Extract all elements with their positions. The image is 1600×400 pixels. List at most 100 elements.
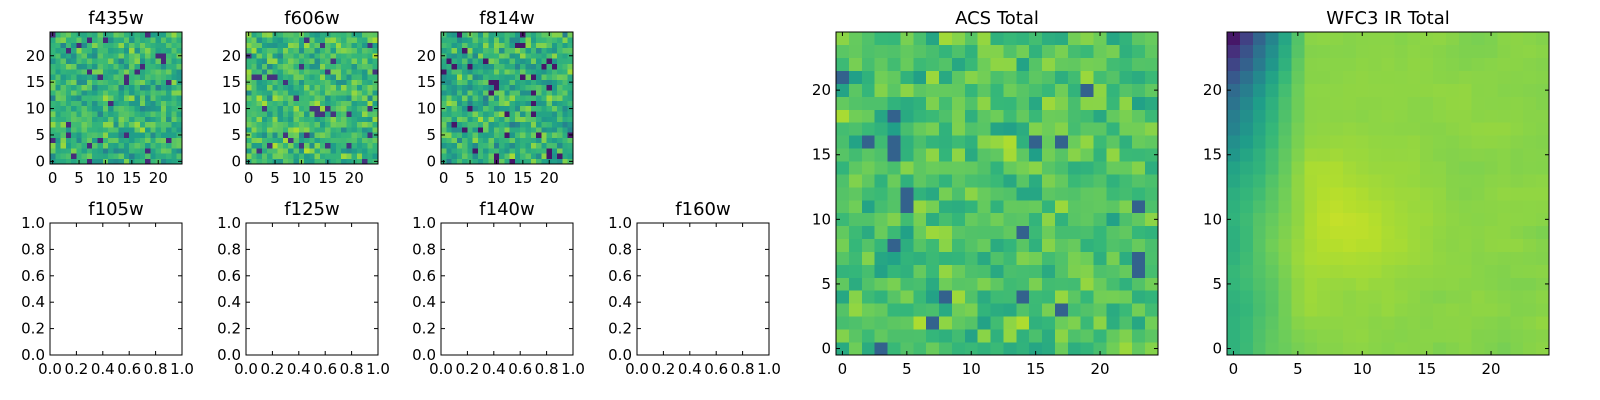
heatmap-cell: [155, 116, 162, 123]
heatmap-cell: [1471, 277, 1485, 291]
heatmap-cell: [1342, 251, 1357, 265]
heatmap-cell: [1355, 70, 1369, 84]
heatmap-cell: [472, 127, 479, 133]
heatmap-cell: [160, 142, 167, 149]
heatmap-cell: [1355, 329, 1369, 343]
heatmap-cell: [1510, 290, 1524, 304]
heatmap-cell: [267, 100, 273, 107]
heatmap-cell: [488, 142, 495, 149]
heatmap-cell: [319, 74, 326, 80]
heatmap-cell: [298, 79, 305, 86]
heatmap-cell: [926, 199, 940, 214]
heatmap-cell: [256, 32, 263, 38]
heatmap-cell: [1029, 303, 1043, 317]
heatmap-cell: [166, 63, 172, 70]
heatmap-cell: [1278, 225, 1292, 240]
heatmap-cell: [97, 142, 104, 149]
heatmap-cell: [351, 74, 358, 80]
heatmap-cell: [836, 44, 850, 59]
heatmap-cell: [525, 90, 532, 96]
heatmap-cell: [1484, 303, 1498, 317]
heatmap-cell: [525, 158, 532, 165]
heatmap-cell: [1278, 187, 1292, 201]
heatmap-cell: [483, 111, 489, 117]
heatmap-cell: [81, 137, 88, 144]
x-tick-label: 0.6: [313, 360, 337, 378]
heatmap-cell: [118, 153, 125, 160]
heatmap-cell: [1523, 32, 1537, 46]
heatmap-cell: [1497, 83, 1511, 97]
heatmap-cell: [541, 32, 547, 38]
heatmap-cell: [293, 74, 300, 80]
heatmap-cell: [562, 132, 569, 138]
heatmap-cell: [472, 100, 479, 107]
heatmap-cell: [1458, 148, 1473, 162]
heatmap-cell: [356, 53, 363, 59]
heatmap-cell: [536, 53, 542, 59]
heatmap-cell: [525, 121, 532, 128]
heatmap-cell: [530, 127, 537, 133]
heatmap-cell: [108, 74, 114, 80]
heatmap-cell: [951, 32, 966, 46]
heatmap-cell: [493, 127, 500, 133]
heatmap-cell: [520, 53, 526, 59]
heatmap-cell: [1093, 32, 1107, 46]
heatmap-cell: [977, 238, 991, 252]
heatmap-cell: [557, 137, 563, 144]
heatmap-cell: [1239, 70, 1254, 84]
heatmap-cell: [1291, 135, 1305, 149]
heatmap-cell: [520, 142, 526, 149]
heatmap-cell: [467, 111, 473, 117]
heatmap-cell: [256, 79, 263, 86]
heatmap-cell: [504, 90, 510, 96]
heatmap-cell: [462, 100, 468, 107]
heatmap-cell: [1420, 161, 1434, 175]
heatmap-cell: [1471, 135, 1485, 149]
heatmap-cell: [1080, 277, 1094, 291]
heatmap-cell: [836, 342, 850, 356]
heatmap-cell: [1510, 135, 1524, 149]
heatmap-cell: [134, 32, 141, 38]
heatmap-cell: [367, 148, 374, 154]
heatmap-cell: [567, 74, 574, 80]
heatmap-cell: [155, 79, 162, 86]
heatmap-cell: [977, 187, 991, 201]
heatmap-cell: [267, 95, 273, 101]
heatmap-cell: [1368, 342, 1382, 356]
heatmap-cell: [76, 47, 82, 54]
heatmap-cell: [102, 111, 109, 117]
heatmap-cell: [536, 95, 542, 101]
heatmap-cell: [113, 116, 119, 123]
heatmap-cell: [483, 63, 489, 70]
heatmap-cell: [1484, 96, 1498, 110]
heatmap-cell: [477, 132, 484, 138]
heatmap-cell: [530, 74, 537, 80]
heatmap-cell: [335, 100, 342, 107]
y-tick-label: 0.2: [412, 320, 436, 338]
heatmap-cell: [60, 121, 67, 128]
heatmap-cell: [150, 127, 156, 133]
heatmap-cell: [1330, 264, 1344, 278]
heatmap-cell: [472, 105, 479, 112]
heatmap-cell: [562, 68, 569, 75]
heatmap-cell: [50, 111, 56, 117]
heatmap-cell: [330, 121, 337, 128]
heatmap-cell: [541, 116, 547, 123]
heatmap-cell: [1394, 122, 1408, 136]
heatmap-cell: [1433, 70, 1447, 84]
heatmap-cell: [155, 148, 162, 154]
heatmap-cell: [277, 53, 284, 59]
axes-frame: [49, 222, 183, 356]
heatmap-cell: [493, 153, 500, 160]
heatmap-cell: [346, 32, 352, 38]
heatmap-cell: [113, 68, 119, 75]
heatmap-cell: [446, 105, 452, 112]
x-tick-label: 0.4: [678, 360, 702, 378]
heatmap-cell: [499, 127, 505, 133]
heatmap-cell: [160, 116, 167, 123]
heatmap-cell: [1239, 264, 1254, 278]
heatmap-cell: [356, 142, 363, 149]
heatmap-cell: [351, 53, 358, 59]
heatmap-cell: [92, 53, 98, 59]
heatmap-cell: [520, 47, 526, 54]
